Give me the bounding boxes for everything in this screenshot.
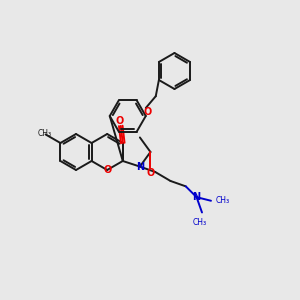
Text: O: O [116, 116, 124, 126]
Text: O: O [103, 165, 111, 175]
Text: CH₃: CH₃ [37, 129, 51, 138]
Text: CH₃: CH₃ [193, 218, 207, 227]
Text: N: N [193, 192, 201, 202]
Text: CH₃: CH₃ [216, 196, 230, 205]
Text: O: O [146, 168, 154, 178]
Text: O: O [144, 107, 152, 117]
Text: N: N [136, 162, 144, 172]
